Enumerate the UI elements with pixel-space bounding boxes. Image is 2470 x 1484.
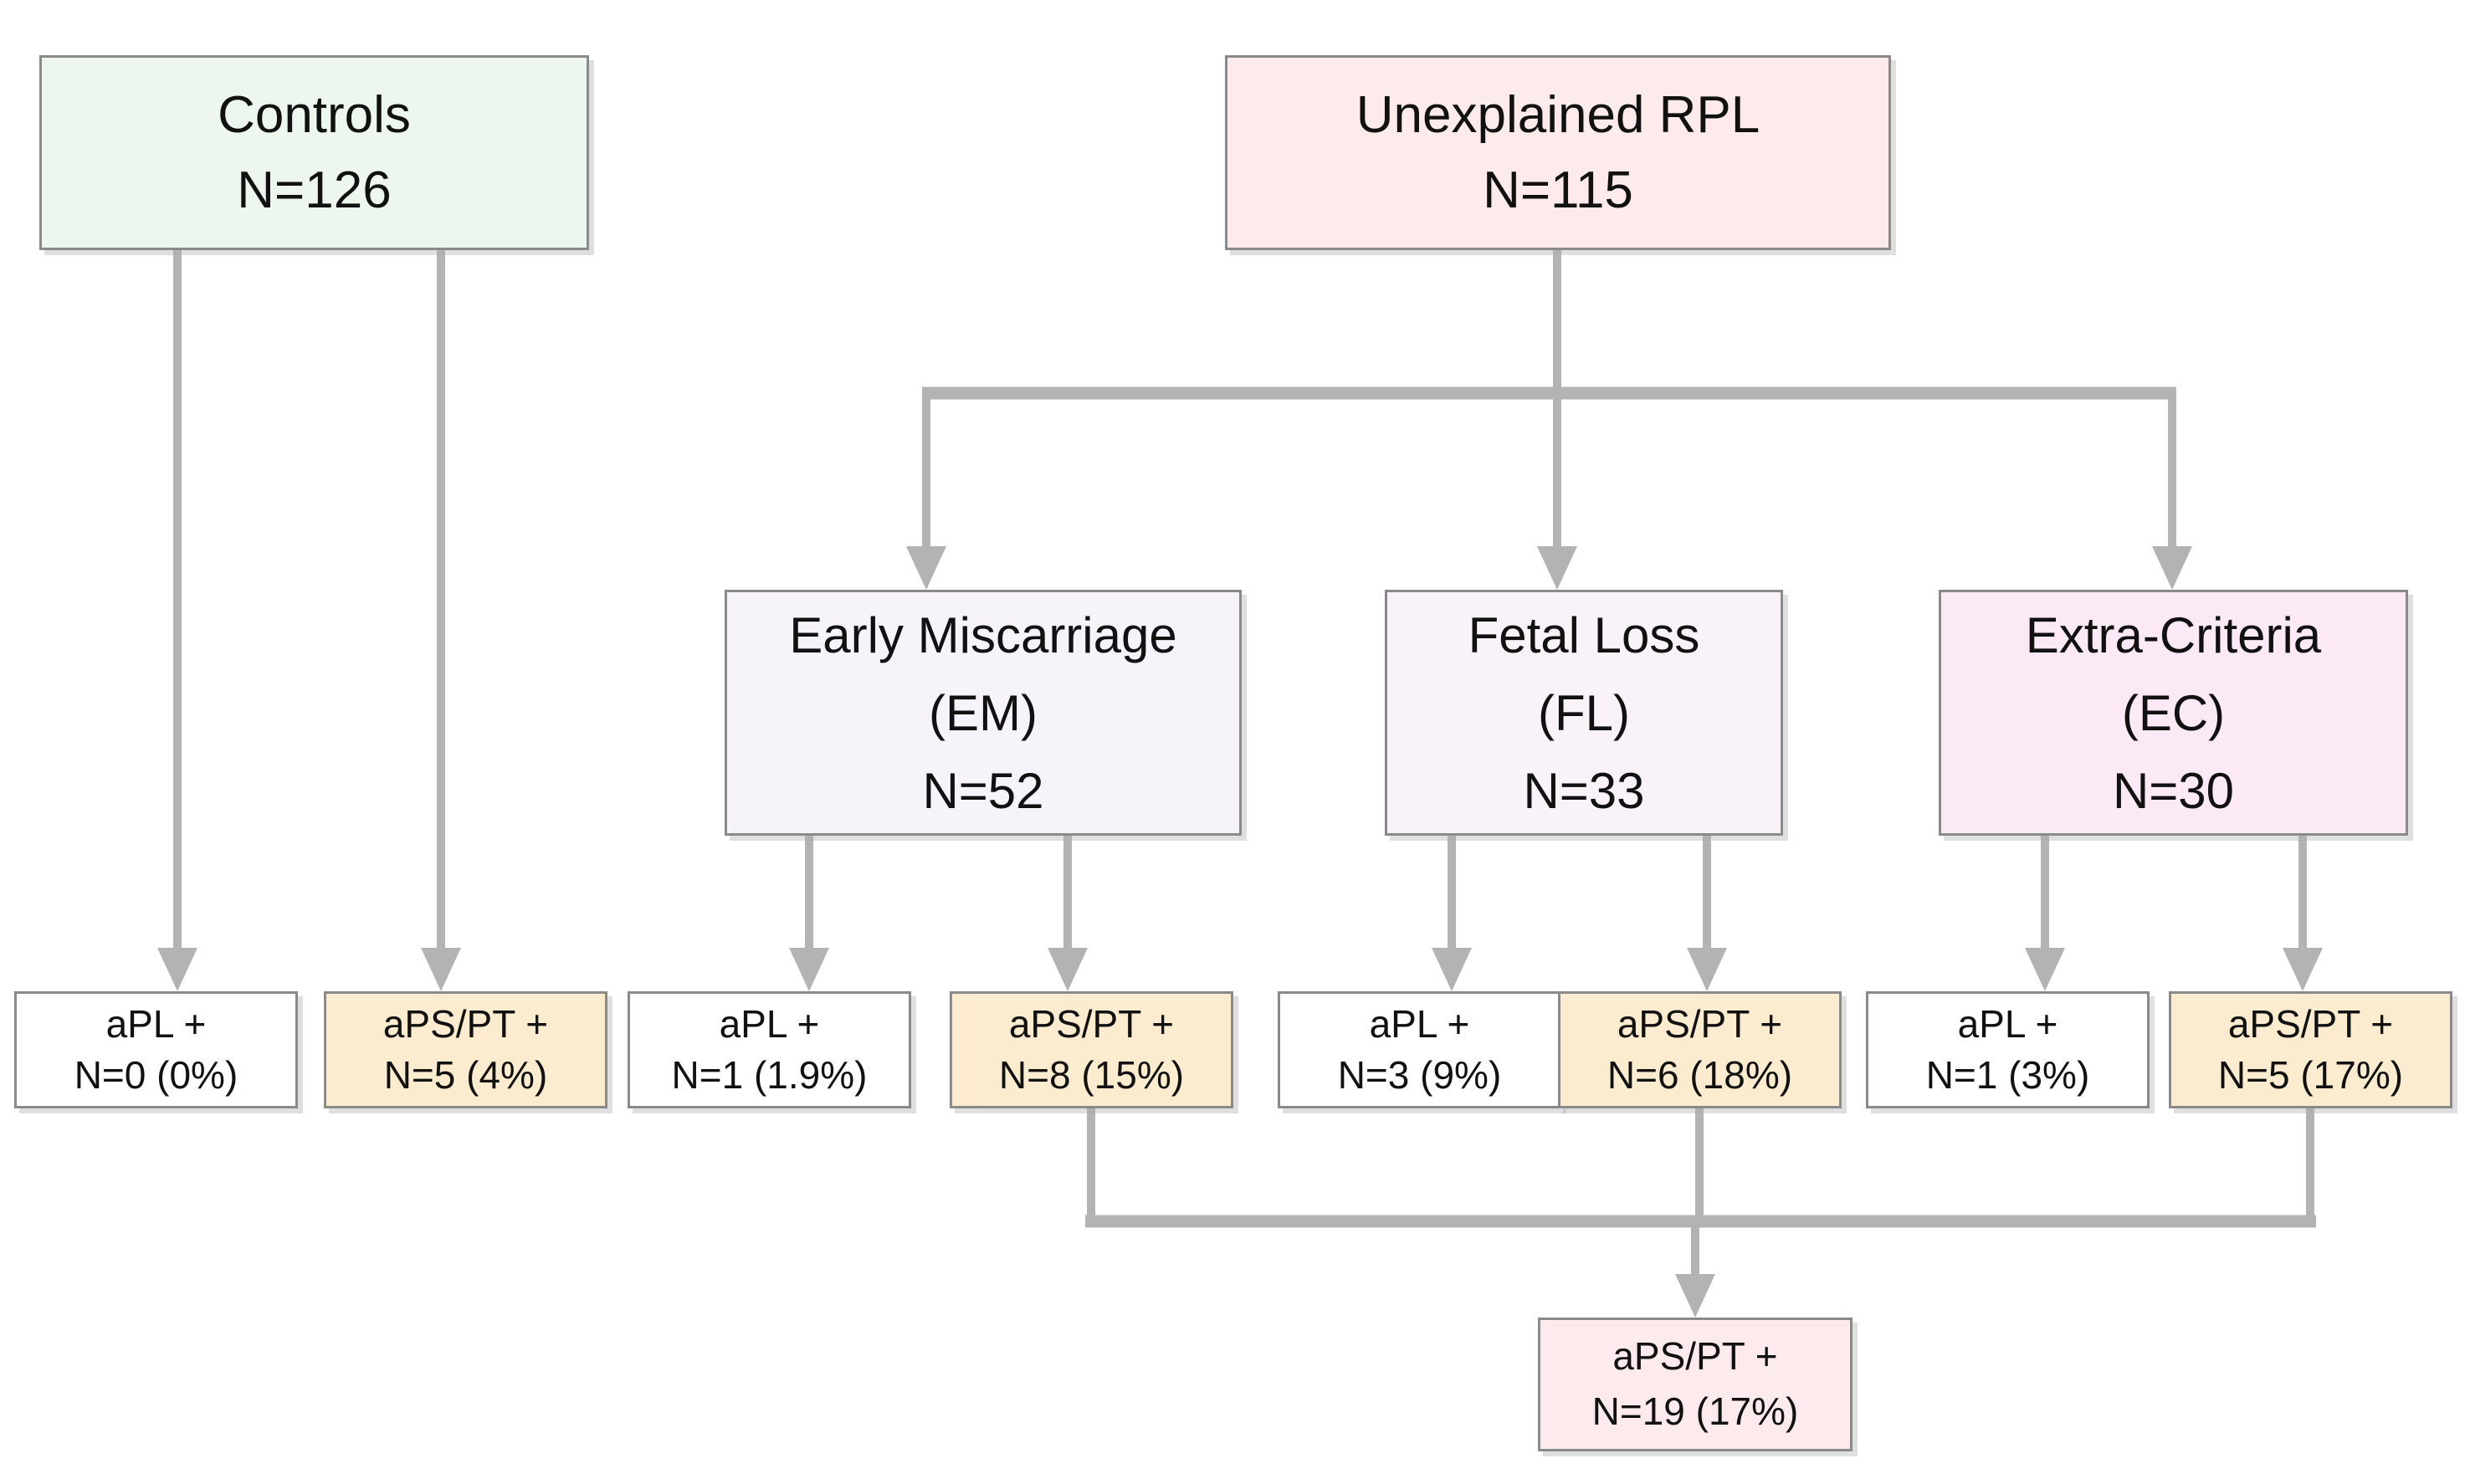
ec-apl-label: aPL + bbox=[1957, 1002, 2058, 1046]
em-apspt-box: aPS/PT + N=8 (15%) bbox=[950, 991, 1233, 1108]
ec-apspt-label: aPS/PT + bbox=[2227, 1002, 2394, 1046]
arrowhead-ec-to-apl bbox=[2025, 948, 2065, 991]
early-miscarriage-abbr: (EM) bbox=[929, 684, 1038, 741]
fetal-loss-box: Fetal Loss (FL) N=33 bbox=[1385, 590, 1783, 836]
ec-apl-count: N=1 (3%) bbox=[1925, 1053, 2090, 1097]
extra-criteria-label: Extra-Criteria bbox=[2025, 606, 2322, 663]
total-apspt-count: N=19 (17%) bbox=[1591, 1389, 1799, 1433]
controls-label: Controls bbox=[218, 85, 411, 144]
arrowhead-rpl-to-fl bbox=[1537, 546, 1577, 590]
arrowhead-fl-to-apl bbox=[1432, 948, 1472, 991]
arrowhead-controls-to-apl bbox=[157, 948, 197, 991]
total-apspt-box: aPS/PT + N=19 (17%) bbox=[1538, 1318, 1852, 1451]
extra-criteria-abbr: (EC) bbox=[2121, 684, 2226, 741]
fl-apl-label: aPL + bbox=[1369, 1002, 1470, 1046]
em-apspt-label: aPS/PT + bbox=[1008, 1002, 1175, 1046]
unexplained-rpl-label: Unexplained RPL bbox=[1355, 85, 1760, 144]
unexplained-rpl-count: N=115 bbox=[1483, 161, 1633, 219]
fetal-loss-count: N=33 bbox=[1523, 762, 1645, 819]
em-apspt-count: N=8 (15%) bbox=[998, 1053, 1185, 1097]
unexplained-rpl-box: Unexplained RPL N=115 bbox=[1225, 55, 1891, 250]
early-miscarriage-count: N=52 bbox=[922, 762, 1044, 819]
controls-apspt-label: aPS/PT + bbox=[382, 1002, 549, 1046]
controls-apspt-count: N=5 (4%) bbox=[383, 1053, 548, 1097]
fl-apl-box: aPL + N=3 (9%) bbox=[1278, 991, 1561, 1108]
em-apl-label: aPL + bbox=[719, 1002, 820, 1046]
arrowhead-em-to-apl bbox=[789, 948, 829, 991]
early-miscarriage-label: Early Miscarriage bbox=[789, 606, 1177, 663]
arrowhead-em-to-apspt bbox=[1048, 948, 1088, 991]
fl-apspt-box: aPS/PT + N=6 (18%) bbox=[1558, 991, 1842, 1108]
early-miscarriage-box: Early Miscarriage (EM) N=52 bbox=[725, 590, 1242, 836]
arrowhead-fl-to-apspt bbox=[1687, 948, 1727, 991]
fl-apl-count: N=3 (9%) bbox=[1337, 1053, 1502, 1097]
arrowhead-controls-to-apspt bbox=[421, 948, 461, 991]
controls-count: N=126 bbox=[237, 161, 392, 219]
controls-apl-box: aPL + N=0 (0%) bbox=[14, 991, 298, 1108]
ec-apl-box: aPL + N=1 (3%) bbox=[1866, 991, 2150, 1108]
fl-apspt-label: aPS/PT + bbox=[1617, 1002, 1783, 1046]
arrowhead-rpl-to-ec bbox=[2152, 546, 2192, 590]
ec-apspt-box: aPS/PT + N=5 (17%) bbox=[2169, 991, 2452, 1108]
controls-apl-label: aPL + bbox=[105, 1002, 207, 1046]
extra-criteria-count: N=30 bbox=[2112, 762, 2235, 819]
controls-apl-count: N=0 (0%) bbox=[74, 1053, 238, 1097]
em-apl-count: N=1 (1.9%) bbox=[671, 1053, 868, 1097]
fetal-loss-abbr: (FL) bbox=[1538, 684, 1630, 741]
controls-apspt-box: aPS/PT + N=5 (4%) bbox=[324, 991, 607, 1108]
ec-apspt-count: N=5 (17%) bbox=[2217, 1053, 2404, 1097]
em-apl-box: aPL + N=1 (1.9%) bbox=[628, 991, 911, 1108]
arrowhead-to-total bbox=[1675, 1274, 1715, 1318]
fetal-loss-label: Fetal Loss bbox=[1468, 606, 1700, 663]
total-apspt-label: aPS/PT + bbox=[1612, 1334, 1778, 1379]
extra-criteria-box: Extra-Criteria (EC) N=30 bbox=[1939, 590, 2408, 836]
arrowhead-ec-to-apspt bbox=[2283, 948, 2323, 991]
fl-apspt-count: N=6 (18%) bbox=[1607, 1053, 1793, 1097]
arrowhead-rpl-to-em bbox=[906, 546, 946, 590]
controls-box: Controls N=126 bbox=[39, 55, 589, 250]
